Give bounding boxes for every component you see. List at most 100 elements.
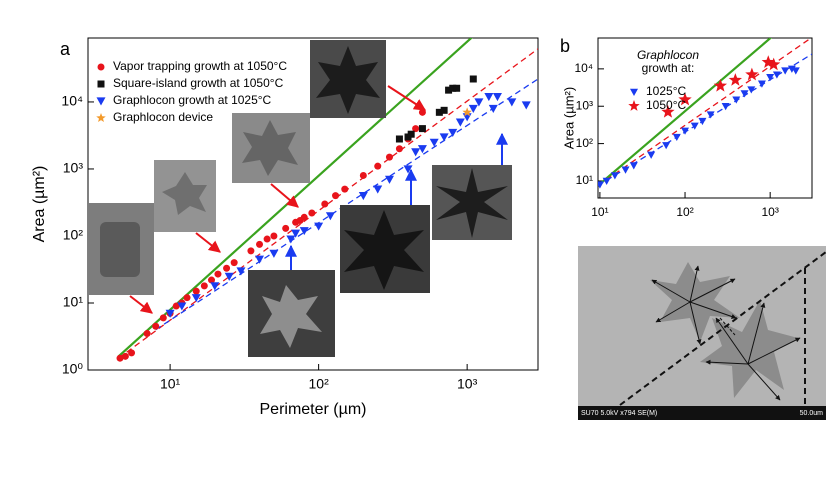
point: [698, 117, 707, 126]
legend-marker: [628, 100, 640, 111]
point: [143, 330, 151, 338]
y-tick-label: 10¹: [576, 173, 593, 187]
crystal: [650, 262, 740, 342]
point: [469, 75, 477, 83]
point: [230, 259, 238, 267]
point: [325, 212, 335, 221]
point: [300, 213, 308, 221]
fit-line: [118, 48, 538, 359]
point: [269, 249, 279, 258]
point: [448, 128, 458, 138]
point: [647, 151, 656, 159]
legend-label: 1050°C: [646, 98, 686, 112]
point: [610, 172, 619, 180]
inset-shape: [436, 168, 508, 238]
point: [214, 270, 222, 278]
legend-label: Square-island growth at 1050°C: [113, 76, 284, 90]
point: [255, 255, 265, 264]
panel-label: a: [60, 39, 71, 59]
x-tick-label: 10¹: [591, 205, 608, 219]
point: [314, 222, 324, 231]
point: [291, 229, 301, 238]
point: [745, 67, 759, 81]
legend-marker: [630, 88, 638, 96]
point: [358, 192, 368, 201]
point: [236, 267, 246, 276]
point: [453, 84, 461, 92]
panel-c: c SU70 5.0kV x794 SE(M) 50.0um: [578, 245, 827, 420]
point: [165, 309, 175, 318]
point: [681, 127, 690, 135]
point: [359, 171, 367, 179]
point: [484, 93, 494, 102]
point: [341, 185, 349, 193]
point: [721, 103, 730, 111]
point: [772, 71, 781, 79]
point: [411, 148, 421, 157]
legend-marker: [97, 80, 105, 88]
y-axis-label: Area (µm²): [561, 87, 576, 149]
legend-marker: [96, 113, 106, 123]
point: [439, 133, 449, 142]
x-tick-label: 10²: [309, 376, 330, 392]
x-tick-label: 10¹: [160, 376, 181, 392]
point: [192, 287, 200, 295]
point: [678, 92, 692, 106]
y-tick-label: 10⁴: [61, 93, 83, 109]
fit-line: [598, 38, 812, 187]
plot-area: [598, 38, 812, 189]
inset-shape: [316, 46, 380, 114]
inset-shape: [260, 285, 322, 348]
point: [286, 235, 296, 244]
point: [791, 67, 800, 75]
point: [374, 162, 382, 170]
point: [270, 232, 278, 240]
point: [690, 122, 699, 130]
y-tick-label: 10¹: [63, 294, 84, 310]
point: [602, 177, 611, 185]
y-tick-label: 10⁴: [574, 61, 593, 75]
legend-label: 1025°C: [646, 84, 686, 98]
info-bar: [578, 406, 826, 420]
point: [706, 111, 715, 119]
y-axis-label: Area (µm²): [31, 166, 48, 243]
point: [373, 185, 383, 194]
point: [598, 181, 604, 189]
point: [418, 125, 426, 133]
point: [507, 98, 517, 107]
panel-b: b 10¹ 10² 10³ 10¹ 10² 10³ 10⁴ Area (µm²) Graphloc…: [560, 36, 813, 219]
point: [767, 57, 781, 71]
point: [210, 282, 220, 291]
point: [757, 80, 766, 88]
inset-shape: [344, 210, 424, 290]
point: [629, 162, 638, 170]
point: [152, 322, 160, 330]
point: [332, 192, 340, 200]
point: [455, 118, 465, 127]
arrow: [129, 295, 153, 314]
y-tick-label: 10²: [63, 227, 84, 243]
y-tick-label: 10²: [576, 136, 593, 150]
arrow: [195, 232, 221, 253]
point: [672, 133, 681, 142]
insets: [88, 40, 512, 357]
point: [191, 294, 201, 303]
fit-line: [155, 78, 538, 331]
point: [462, 107, 472, 117]
point: [661, 105, 675, 118]
info-text: SU70 5.0kV x794 SE(M): [581, 410, 657, 417]
y-tick-label: 10³: [576, 98, 593, 112]
dash-line: [719, 317, 736, 336]
point: [761, 55, 775, 68]
point: [200, 282, 208, 290]
x-tick-label: 10³: [457, 376, 478, 392]
x-tick-label: 10²: [676, 205, 693, 219]
point: [713, 78, 728, 92]
point: [621, 166, 630, 174]
x-axis-label: Perimeter (µm): [260, 401, 367, 418]
scale-text: 50.0um: [800, 410, 824, 417]
point: [183, 294, 191, 302]
fit-line: [598, 38, 773, 187]
point: [521, 101, 531, 110]
